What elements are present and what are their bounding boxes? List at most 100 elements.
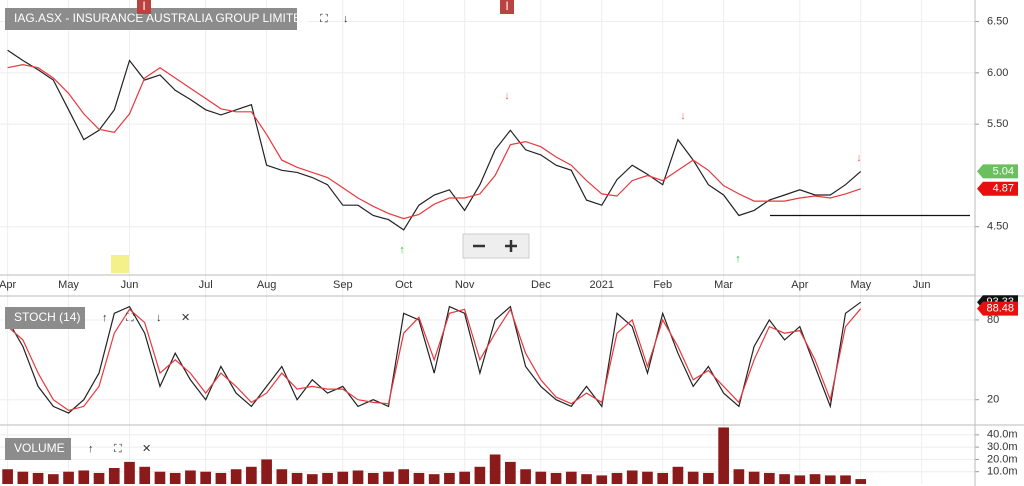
bar — [626, 470, 638, 484]
bar — [565, 471, 577, 484]
down-icon[interactable]: ↓ — [343, 13, 349, 25]
bar — [824, 475, 836, 484]
bar — [550, 472, 562, 484]
bar — [322, 472, 333, 484]
zoom-controls — [462, 233, 530, 259]
event-marker[interactable] — [137, 0, 151, 14]
bar — [520, 469, 531, 484]
y-tick-label: 5.50 — [987, 118, 1008, 130]
bar — [63, 471, 74, 484]
chart-title: IAG.ASX - INSURANCE AUSTRALIA GROUP LIMI… — [14, 11, 310, 25]
last-value-label: 4.87 — [993, 183, 1014, 195]
series-line — [7, 63, 861, 220]
y-tick-label: 80 — [987, 314, 999, 326]
bar — [642, 471, 653, 484]
bar — [764, 472, 775, 484]
x-tick-label: Dec — [531, 279, 551, 291]
bar — [139, 466, 151, 484]
header-box — [5, 8, 297, 30]
bar — [779, 474, 790, 484]
bar — [306, 474, 318, 484]
bar — [672, 466, 684, 484]
bar — [32, 472, 44, 484]
sell-arrow: ↓ — [856, 152, 862, 164]
bar — [47, 474, 59, 484]
bar — [611, 472, 623, 484]
bar — [505, 461, 516, 484]
note-icon[interactable] — [111, 255, 129, 273]
bar — [352, 470, 364, 484]
bar — [154, 471, 166, 484]
down-icon[interactable]: ↓ — [156, 312, 162, 324]
bar — [261, 459, 272, 484]
expand-icon[interactable]: ⛶ — [320, 13, 328, 25]
series-line — [7, 307, 862, 412]
up-icon[interactable]: ↑ — [102, 312, 108, 324]
panel-title: VOLUME — [14, 441, 65, 455]
x-tick-label: May — [850, 279, 871, 291]
bar — [809, 474, 821, 484]
y-tick-label: 10.0m — [987, 466, 1018, 478]
y-tick-label: 20.0m — [987, 453, 1018, 465]
bar — [733, 469, 745, 484]
bar — [78, 470, 90, 484]
event-marker-label: I — [142, 0, 145, 13]
bar — [474, 466, 486, 484]
bar — [748, 471, 760, 484]
bar — [687, 471, 699, 484]
header-box — [5, 438, 71, 460]
y-tick-label: 6.00 — [987, 67, 1008, 79]
bar — [489, 454, 501, 484]
panel-title: STOCH (14) — [14, 310, 80, 324]
marks — [2, 49, 970, 484]
bar — [230, 469, 242, 484]
x-tick-label: Jun — [121, 279, 139, 291]
bar — [2, 469, 13, 484]
x-tick-label: Feb — [653, 279, 672, 291]
event-marker[interactable] — [500, 0, 514, 14]
bar — [855, 479, 867, 484]
event-marker-label: I — [505, 0, 508, 13]
expand-icon[interactable]: ⛶ — [126, 312, 134, 324]
close-icon[interactable]: ✕ — [181, 312, 190, 324]
sell-arrow: ↓ — [504, 90, 510, 102]
bar — [200, 471, 211, 484]
bar — [124, 461, 135, 484]
bar — [185, 470, 196, 484]
bar — [581, 474, 592, 484]
y-tick-label: 6.50 — [987, 15, 1008, 27]
last-value-tag — [977, 301, 1018, 316]
bar — [108, 468, 120, 484]
sell-arrow: ↓ — [680, 110, 686, 122]
bar — [428, 474, 440, 484]
bar — [169, 472, 181, 484]
x-tick-label: Apr — [0, 279, 17, 291]
close-icon[interactable]: ✕ — [142, 443, 151, 455]
x-tick-label: May — [58, 279, 79, 291]
x-tick-label: Apr — [791, 279, 808, 291]
y-tick-label: 20 — [987, 394, 999, 406]
bar — [718, 427, 729, 484]
up-icon[interactable]: ↑ — [88, 443, 94, 455]
tags: 5.044.8793.3388.48 — [977, 164, 1018, 316]
x-tick-label: Jun — [913, 279, 931, 291]
bar — [535, 471, 547, 484]
last-value-label: 5.04 — [993, 165, 1014, 177]
bar — [383, 471, 394, 484]
x-tick-label: 2021 — [590, 279, 614, 291]
last-value-label: 88.48 — [986, 303, 1014, 315]
x-tick-label: Sep — [333, 279, 353, 291]
zoom-box — [462, 233, 530, 259]
last-value-tag — [977, 164, 1018, 179]
bar — [246, 466, 257, 484]
y-tick-label: 4.50 — [987, 221, 1008, 233]
buy-arrow: ↑ — [399, 244, 405, 256]
bar — [215, 472, 227, 484]
bar — [657, 472, 669, 484]
signal-arrows: ↑ ↑ ↓ ↓ ↓ — [399, 90, 862, 265]
x-tick-label: Nov — [455, 279, 475, 291]
x-tick-label: Aug — [257, 279, 277, 291]
expand-icon[interactable]: ⛶ — [114, 443, 122, 455]
